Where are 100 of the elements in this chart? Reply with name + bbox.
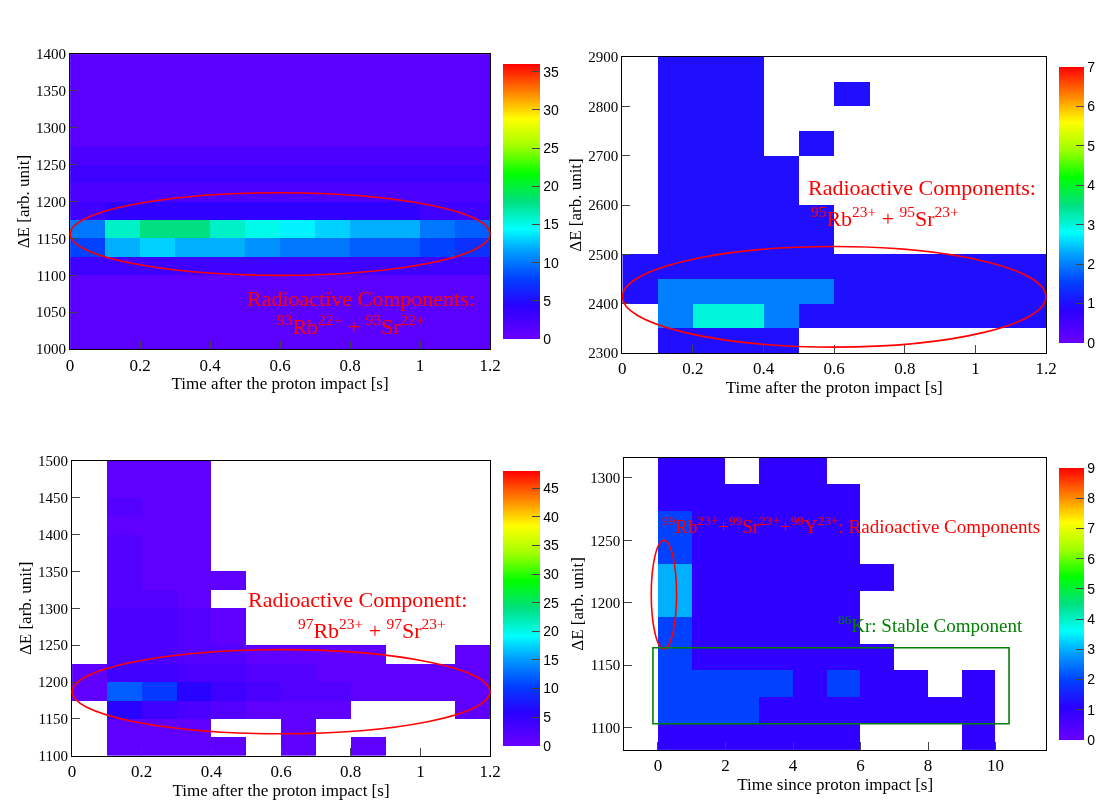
- y-tick-label: 1200: [590, 594, 621, 611]
- color-bar-label: 35: [543, 63, 560, 80]
- x-tick-label: 1: [415, 355, 425, 375]
- y-tick-label: 2500: [588, 246, 619, 263]
- y-tick-label: 1150: [590, 657, 621, 674]
- x-axis-title: Time after the proton impact [s]: [725, 378, 943, 398]
- y-tick-label: 1150: [36, 230, 67, 247]
- x-tick-label: 0: [653, 756, 663, 776]
- color-bar-label: 35: [543, 537, 560, 554]
- y-tick-label: 2700: [588, 147, 619, 164]
- x-tick-label: 1.2: [479, 355, 501, 375]
- y-tick-label: 2600: [588, 197, 619, 214]
- color-bar-label: 7: [1087, 520, 1096, 537]
- y-tick-label: 2300: [588, 345, 619, 362]
- x-tick-label: 8: [923, 756, 933, 776]
- color-bar-label: 0: [1087, 334, 1096, 351]
- color-bar-label: 1: [1087, 701, 1096, 718]
- y-tick-label: 1450: [38, 489, 69, 506]
- color-bar-label: 15: [543, 216, 560, 233]
- y-tick-label: 1000: [36, 341, 67, 358]
- color-bar-label: 7: [1087, 58, 1096, 75]
- x-tick-label: 1: [416, 762, 425, 782]
- x-axis-title: Time after the proton impact [s]: [172, 781, 390, 801]
- x-tick-label: 0.2: [129, 355, 151, 375]
- color-bar-label: 10: [543, 254, 560, 271]
- x-tick-label: 10: [987, 756, 1005, 776]
- color-bar-label: 6: [1087, 550, 1096, 567]
- color-bar-label: 5: [543, 709, 552, 726]
- x-axis-title: Time after the proton impact [s]: [171, 374, 389, 394]
- x-tick-label: 0: [67, 762, 77, 782]
- color-bar-label: 30: [543, 565, 560, 582]
- color-bar-label: 1: [1087, 295, 1096, 312]
- x-tick-label: 0.4: [199, 355, 222, 375]
- color-bar-label: 25: [543, 594, 560, 611]
- color-bar-label: 45: [543, 479, 560, 496]
- x-tick-label: 1.2: [1035, 359, 1057, 379]
- y-tick-label: 1050: [36, 304, 67, 321]
- x-tick-label: 0.4: [200, 762, 223, 782]
- y-axis-title: ΔE [arb. unit]: [13, 154, 33, 249]
- y-tick-label: 1150: [38, 711, 69, 728]
- y-tick-label: 1300: [38, 600, 69, 617]
- color-bar-label: 3: [1087, 216, 1096, 233]
- y-tick-label: 1100: [590, 719, 621, 736]
- color-bar-label: 2: [1087, 671, 1096, 688]
- color-bar-label: 9: [1087, 459, 1096, 476]
- color-bar-label: 3: [1087, 641, 1096, 658]
- x-axis-title: Time since proton impact [s]: [737, 775, 934, 795]
- y-tick-label: 2800: [588, 98, 619, 115]
- y-tick-label: 1200: [38, 674, 69, 691]
- y-tick-label: 1100: [36, 267, 67, 284]
- annotation: $^{97}$Rb$^{23+}$ + $^{97}$Sr$^{23+}$: [298, 615, 446, 644]
- y-tick-label: 1350: [36, 83, 67, 100]
- color-bar-label: 0: [1087, 731, 1096, 748]
- y-tick-label: 1350: [38, 563, 69, 580]
- color-bar-label: 4: [1087, 611, 1096, 627]
- color-bar-label: 20: [543, 178, 560, 195]
- x-tick-label: 1: [971, 359, 980, 379]
- x-tick-label: 0.6: [270, 762, 292, 782]
- y-tick-label: 1400: [36, 46, 67, 63]
- y-tick-label: 1250: [590, 532, 621, 549]
- x-tick-label: 0: [618, 359, 627, 379]
- x-tick-label: 0.6: [823, 359, 845, 379]
- y-tick-label: 1200: [36, 193, 67, 210]
- color-bar-label: 6: [1087, 98, 1096, 115]
- x-tick-label: 0.2: [131, 762, 153, 782]
- annotation: Radioactive Components:: [247, 286, 475, 311]
- x-tick-label: 6: [856, 756, 865, 776]
- color-bar-label: 0: [543, 331, 552, 347]
- x-tick-label: 0.6: [269, 355, 291, 375]
- y-tick-label: 1100: [38, 748, 69, 765]
- color-bar-label: 4: [1087, 177, 1096, 194]
- annotation: Radioactive Components:: [808, 175, 1036, 200]
- color-bar-label: 25: [543, 140, 560, 157]
- x-tick-label: 0.8: [339, 355, 361, 375]
- color-bar-label: 10: [543, 680, 560, 697]
- color-bar-label: 2: [1087, 256, 1096, 273]
- y-tick-label: 1300: [590, 470, 621, 487]
- y-axis-title: ΔE [arb. unit]: [567, 557, 587, 651]
- y-axis-title: ΔE [arb. unit]: [565, 158, 585, 252]
- y-tick-label: 1250: [38, 637, 69, 654]
- y-tick-label: 1250: [36, 156, 67, 173]
- x-tick-label: 0.4: [752, 359, 775, 379]
- y-tick-label: 1400: [38, 526, 69, 543]
- color-bar-label: 5: [1087, 580, 1096, 597]
- color-bar-label: 8: [1087, 490, 1096, 507]
- color-bar-label: 20: [543, 623, 560, 640]
- x-tick-label: 0.8: [894, 359, 916, 379]
- x-tick-label: 0: [65, 355, 75, 375]
- color-bar-label: 15: [543, 651, 560, 668]
- y-tick-label: 1500: [38, 453, 69, 470]
- x-tick-label: 0.8: [340, 762, 362, 782]
- y-tick-label: 2900: [588, 49, 619, 66]
- y-tick-label: 1300: [36, 120, 67, 137]
- color-bar-label: 30: [543, 101, 560, 118]
- color-bar-label: 5: [1087, 137, 1096, 154]
- x-tick-label: 0.2: [682, 359, 704, 379]
- color-bar-label: 5: [543, 292, 552, 309]
- x-tick-label: 2: [721, 756, 730, 776]
- color-bar-label: 40: [543, 508, 560, 525]
- y-axis-title: ΔE [arb. unit]: [15, 561, 35, 656]
